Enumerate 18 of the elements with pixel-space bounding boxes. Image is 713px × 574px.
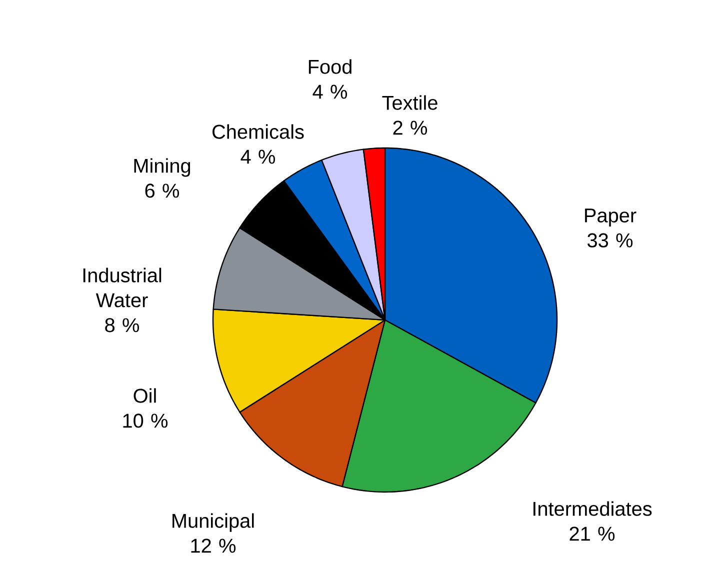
data-label: 10 % bbox=[123, 414, 168, 428]
slice-label: Oil bbox=[134, 388, 156, 403]
slice-label: Paper bbox=[585, 208, 636, 226]
data-label: 33 % bbox=[588, 233, 633, 248]
slice-label: Intermediates bbox=[533, 501, 652, 516]
data-label: 12 % bbox=[191, 538, 236, 553]
slice-label: Chemicals bbox=[212, 124, 304, 139]
slice-label: Textile bbox=[382, 95, 438, 110]
data-label: 4 % bbox=[240, 150, 275, 164]
data-label: 2 % bbox=[393, 120, 427, 135]
slice-label: Food bbox=[308, 59, 352, 74]
slice-label: Municipal bbox=[172, 513, 254, 532]
data-label: 4 % bbox=[312, 84, 347, 99]
data-label: 8 % bbox=[105, 318, 139, 332]
data-label: 6 % bbox=[145, 184, 179, 198]
data-label: 21 % bbox=[570, 526, 615, 541]
slice-label: Mining bbox=[134, 158, 190, 177]
slice-label: Industrial Water bbox=[83, 268, 162, 308]
